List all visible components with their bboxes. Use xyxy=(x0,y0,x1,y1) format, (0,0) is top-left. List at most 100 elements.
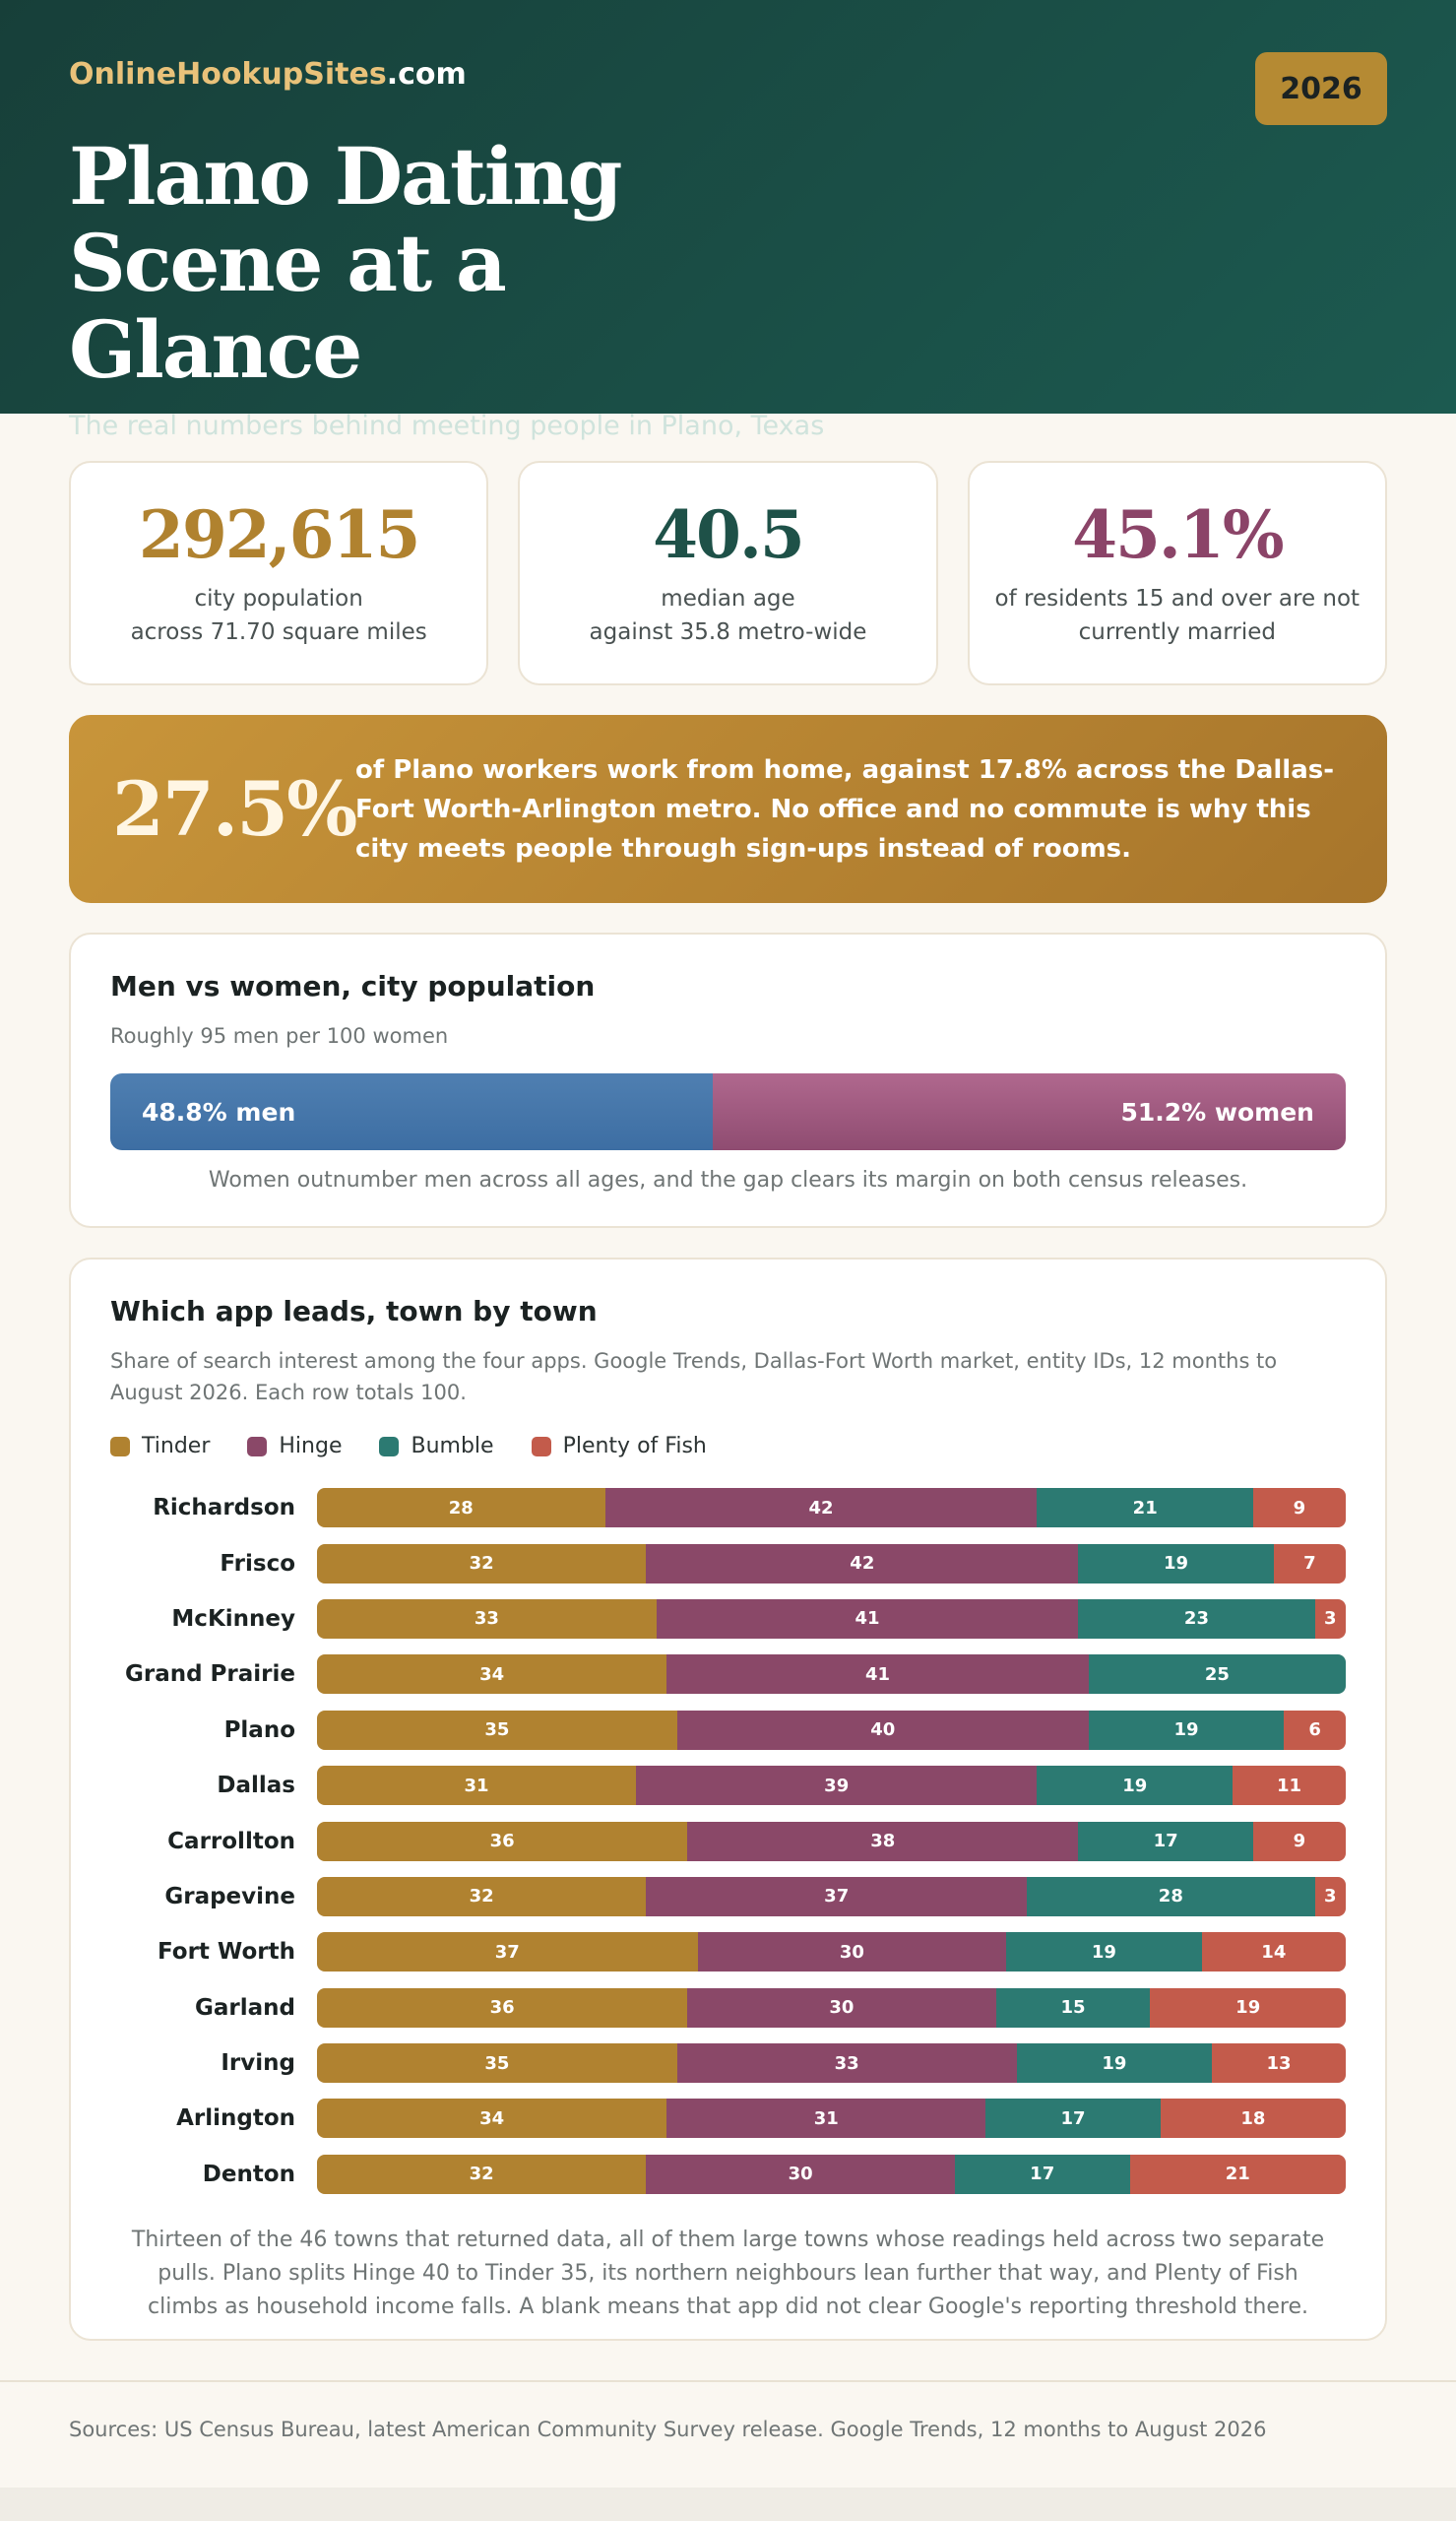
legend-label: Bumble xyxy=(411,1434,494,1458)
bar-segment: 18 xyxy=(1160,2099,1346,2139)
bar-segment: 30 xyxy=(646,2154,955,2194)
legend-swatch xyxy=(247,1436,268,1456)
stacked-bar: 34 41 25 xyxy=(317,1654,1346,1695)
bar-segment: 23 xyxy=(1078,1598,1315,1639)
bar-segment: 3 xyxy=(1314,1876,1346,1916)
footer: Sources: US Census Bureau, latest Americ… xyxy=(0,2380,1456,2488)
stacked-bar: 36 30 15 19 xyxy=(317,1987,1346,2028)
category-label: Richardson xyxy=(153,1495,295,1521)
bar-segment: 31 xyxy=(317,1766,636,1806)
bar-segment: 21 xyxy=(1129,2154,1346,2194)
highlight-value: 27.5% xyxy=(112,765,357,853)
bar-segment: 6 xyxy=(1284,1710,1346,1750)
bar-segment: 42 xyxy=(646,1543,1079,1584)
bar-segment: 25 xyxy=(1088,1654,1346,1695)
legend-label: Hinge xyxy=(279,1434,343,1458)
brand-domain-suffix: .com xyxy=(386,57,467,92)
work-from-home-highlight: 27.5% of Plano workers work from home, a… xyxy=(69,715,1387,903)
bar-segment: 33 xyxy=(676,2043,1017,2084)
bar-segment: 31 xyxy=(666,2099,986,2139)
stacked-bar: 32 42 19 7 xyxy=(317,1543,1346,1584)
bar-segment: 38 xyxy=(687,1821,1079,1861)
bar-segment: 28 xyxy=(1027,1876,1315,1916)
stat-value: 292,615 xyxy=(138,496,421,573)
stacked-bar: 35 33 19 13 xyxy=(317,2043,1346,2084)
legend-swatch xyxy=(379,1436,400,1456)
bar-segment: 37 xyxy=(646,1876,1028,1916)
bar-segment: 7 xyxy=(1273,1543,1346,1584)
page-title: Plano Dating Scene at a Glance xyxy=(69,130,622,396)
bar-segment: 39 xyxy=(635,1766,1038,1806)
legend-swatch xyxy=(531,1436,551,1456)
bar-segment: 19 xyxy=(1016,2043,1213,2084)
chart-row: Arlington 34 31 17 18 xyxy=(110,2091,1346,2146)
brand-logo[interactable]: OnlineHookupSites.com xyxy=(69,57,1387,92)
header: OnlineHookupSites.com 2026 Plano Dating … xyxy=(0,0,1456,441)
bar-segment: 35 xyxy=(317,1710,677,1750)
bar-segment: 21 xyxy=(1037,1488,1253,1528)
stat-desc-line: median age xyxy=(661,586,795,612)
stat-desc-line: across 71.70 square miles xyxy=(130,619,427,645)
stacked-bar: 34 31 17 18 xyxy=(317,2099,1346,2139)
bar-segment: 19 xyxy=(1078,1543,1274,1584)
chart-row: Grand Prairie 34 41 25 xyxy=(110,1647,1346,1702)
stacked-bar: 33 41 23 3 xyxy=(317,1598,1346,1639)
gender-panel-title: Men vs women, city population xyxy=(110,970,596,1002)
bar-segment: 14 xyxy=(1201,1932,1346,1972)
bar-segment: 36 xyxy=(317,1987,688,2028)
gender-bar-women: 51.2% women xyxy=(713,1073,1346,1150)
bar-segment: 32 xyxy=(317,2154,647,2194)
bar-segment: 19 xyxy=(1037,1766,1234,1806)
bar-segment: 37 xyxy=(317,1932,698,1972)
bar-segment: 17 xyxy=(954,2154,1130,2194)
legend-item: Hinge xyxy=(247,1434,342,1458)
stacked-bar: 37 30 19 14 xyxy=(317,1932,1346,1972)
bar-segment: 3 xyxy=(1314,1598,1346,1639)
chart-row: Denton 32 30 17 21 xyxy=(110,2147,1346,2202)
gender-note: Women outnumber men across all ages, and… xyxy=(208,1168,1248,1193)
bar-segment: 9 xyxy=(1252,1488,1346,1528)
gender-split-bar: 48.8% men 51.2% women xyxy=(110,1073,1346,1150)
bar-segment: 19 xyxy=(1006,1932,1202,1972)
bar-segment: 19 xyxy=(1150,1987,1346,2028)
highlight-text: of Plano workers work from home, against… xyxy=(355,754,1335,864)
category-label: Grapevine xyxy=(164,1883,295,1909)
stat-description: city population across 71.70 square mile… xyxy=(131,582,427,649)
bar-segment: 9 xyxy=(1252,1821,1346,1861)
stat-desc-line: against 35.8 metro-wide xyxy=(589,619,867,645)
bar-segment: 32 xyxy=(317,1543,647,1584)
legend-swatch xyxy=(110,1436,130,1456)
stat-cards: 292,615 city population across 71.70 squ… xyxy=(0,414,1456,685)
bar-segment: 28 xyxy=(317,1488,605,1528)
gender-bar-men: 48.8% men xyxy=(110,1073,714,1150)
legend-label: Plenty of Fish xyxy=(562,1434,707,1458)
category-label: Fort Worth xyxy=(158,1939,295,1966)
category-label: Dallas xyxy=(217,1773,295,1799)
bar-segment: 30 xyxy=(697,1932,1007,1972)
page-subtitle: The real numbers behind meeting people i… xyxy=(69,411,825,441)
category-label: Plano xyxy=(223,1716,295,1743)
chart-row: Garland 36 30 15 19 xyxy=(110,1980,1346,2036)
apps-note: Thirteen of the 46 towns that returned d… xyxy=(131,2228,1325,2320)
gender-panel-subtitle: Roughly 95 men per 100 women xyxy=(110,1024,449,1048)
apps-panel-subtitle: Share of search interest among the four … xyxy=(110,1349,1278,1404)
apps-panel-title: Which app leads, town by town xyxy=(110,1295,598,1327)
footer-sources: Sources: US Census Bureau, latest Americ… xyxy=(69,2418,1267,2441)
bar-segment: 35 xyxy=(317,2043,677,2084)
year-badge: 2026 xyxy=(1255,52,1387,125)
bar-segment: 30 xyxy=(687,1987,996,2028)
bar-segment: 41 xyxy=(666,1654,1089,1695)
category-label: Irving xyxy=(221,2050,295,2077)
stat-card-population: 292,615 city population across 71.70 squ… xyxy=(69,461,489,685)
category-label: Carrollton xyxy=(167,1828,295,1854)
category-label: Garland xyxy=(195,1994,295,2021)
stat-desc-line: city population xyxy=(194,586,363,612)
bar-segment: 17 xyxy=(985,2099,1161,2139)
brand-name: OnlineHookupSites xyxy=(69,57,387,92)
chart-row: Irving 35 33 19 13 xyxy=(110,2036,1346,2091)
stacked-bar-chart: Richardson 28 42 21 9 Frisco 32 42 19 7 McKinney 33… xyxy=(110,1480,1346,2202)
bar-segment: 13 xyxy=(1212,2043,1346,2084)
legend-label: Tinder xyxy=(142,1434,211,1458)
bar-segment: 32 xyxy=(317,1876,647,1916)
bar-segment: 15 xyxy=(995,1987,1151,2028)
